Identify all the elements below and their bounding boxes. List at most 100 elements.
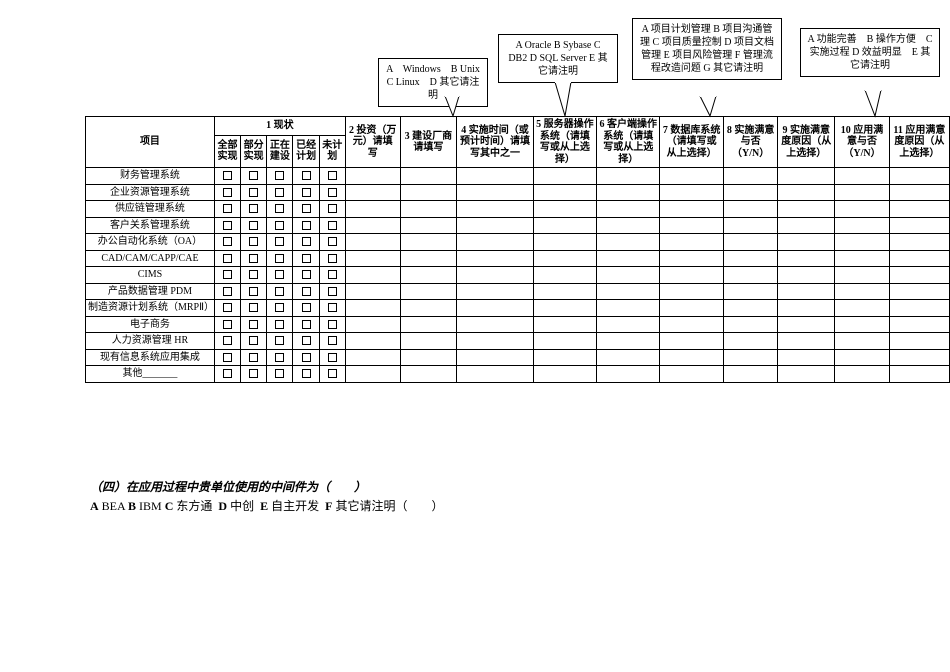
empty-cell[interactable]: [457, 168, 533, 185]
empty-cell[interactable]: [597, 250, 660, 267]
empty-cell[interactable]: [835, 250, 890, 267]
empty-cell[interactable]: [400, 333, 457, 350]
empty-cell[interactable]: [660, 283, 723, 300]
checkbox-cell[interactable]: [267, 300, 293, 317]
empty-cell[interactable]: [457, 283, 533, 300]
checkbox-cell[interactable]: [241, 349, 267, 366]
empty-cell[interactable]: [835, 217, 890, 234]
empty-cell[interactable]: [778, 333, 835, 350]
checkbox-cell[interactable]: [241, 316, 267, 333]
checkbox-cell[interactable]: [293, 201, 319, 218]
empty-cell[interactable]: [597, 267, 660, 284]
empty-cell[interactable]: [345, 267, 400, 284]
empty-cell[interactable]: [345, 217, 400, 234]
empty-cell[interactable]: [597, 201, 660, 218]
empty-cell[interactable]: [597, 283, 660, 300]
checkbox-cell[interactable]: [319, 250, 345, 267]
empty-cell[interactable]: [345, 300, 400, 317]
empty-cell[interactable]: [835, 267, 890, 284]
empty-cell[interactable]: [889, 267, 949, 284]
empty-cell[interactable]: [778, 366, 835, 383]
empty-cell[interactable]: [835, 234, 890, 251]
empty-cell[interactable]: [889, 333, 949, 350]
checkbox-cell[interactable]: [267, 316, 293, 333]
empty-cell[interactable]: [457, 316, 533, 333]
empty-cell[interactable]: [660, 300, 723, 317]
checkbox-cell[interactable]: [214, 366, 240, 383]
empty-cell[interactable]: [457, 201, 533, 218]
empty-cell[interactable]: [597, 333, 660, 350]
empty-cell[interactable]: [660, 234, 723, 251]
empty-cell[interactable]: [400, 283, 457, 300]
checkbox-cell[interactable]: [267, 184, 293, 201]
checkbox-cell[interactable]: [267, 283, 293, 300]
empty-cell[interactable]: [533, 316, 596, 333]
empty-cell[interactable]: [889, 168, 949, 185]
empty-cell[interactable]: [533, 184, 596, 201]
empty-cell[interactable]: [889, 250, 949, 267]
empty-cell[interactable]: [778, 217, 835, 234]
checkbox-cell[interactable]: [241, 366, 267, 383]
checkbox-cell[interactable]: [267, 168, 293, 185]
empty-cell[interactable]: [660, 333, 723, 350]
checkbox-cell[interactable]: [293, 333, 319, 350]
empty-cell[interactable]: [533, 267, 596, 284]
empty-cell[interactable]: [778, 184, 835, 201]
empty-cell[interactable]: [723, 283, 778, 300]
checkbox-cell[interactable]: [293, 300, 319, 317]
checkbox-cell[interactable]: [267, 349, 293, 366]
checkbox-cell[interactable]: [214, 333, 240, 350]
checkbox-cell[interactable]: [214, 267, 240, 284]
checkbox-cell[interactable]: [267, 366, 293, 383]
empty-cell[interactable]: [723, 333, 778, 350]
empty-cell[interactable]: [778, 234, 835, 251]
checkbox-cell[interactable]: [293, 316, 319, 333]
empty-cell[interactable]: [660, 217, 723, 234]
empty-cell[interactable]: [723, 366, 778, 383]
checkbox-cell[interactable]: [267, 234, 293, 251]
empty-cell[interactable]: [778, 316, 835, 333]
empty-cell[interactable]: [345, 366, 400, 383]
empty-cell[interactable]: [723, 250, 778, 267]
checkbox-cell[interactable]: [214, 316, 240, 333]
empty-cell[interactable]: [457, 333, 533, 350]
empty-cell[interactable]: [400, 168, 457, 185]
empty-cell[interactable]: [457, 217, 533, 234]
empty-cell[interactable]: [345, 201, 400, 218]
checkbox-cell[interactable]: [214, 234, 240, 251]
empty-cell[interactable]: [533, 283, 596, 300]
empty-cell[interactable]: [457, 366, 533, 383]
empty-cell[interactable]: [835, 283, 890, 300]
empty-cell[interactable]: [345, 333, 400, 350]
empty-cell[interactable]: [660, 349, 723, 366]
checkbox-cell[interactable]: [293, 349, 319, 366]
checkbox-cell[interactable]: [241, 201, 267, 218]
empty-cell[interactable]: [597, 349, 660, 366]
checkbox-cell[interactable]: [319, 349, 345, 366]
checkbox-cell[interactable]: [319, 283, 345, 300]
empty-cell[interactable]: [457, 250, 533, 267]
checkbox-cell[interactable]: [267, 217, 293, 234]
checkbox-cell[interactable]: [319, 316, 345, 333]
checkbox-cell[interactable]: [214, 217, 240, 234]
empty-cell[interactable]: [778, 349, 835, 366]
checkbox-cell[interactable]: [319, 184, 345, 201]
checkbox-cell[interactable]: [267, 201, 293, 218]
empty-cell[interactable]: [660, 366, 723, 383]
empty-cell[interactable]: [345, 283, 400, 300]
checkbox-cell[interactable]: [214, 201, 240, 218]
empty-cell[interactable]: [400, 217, 457, 234]
empty-cell[interactable]: [778, 283, 835, 300]
checkbox-cell[interactable]: [241, 184, 267, 201]
checkbox-cell[interactable]: [293, 168, 319, 185]
empty-cell[interactable]: [835, 168, 890, 185]
checkbox-cell[interactable]: [293, 250, 319, 267]
empty-cell[interactable]: [889, 234, 949, 251]
empty-cell[interactable]: [597, 168, 660, 185]
checkbox-cell[interactable]: [319, 267, 345, 284]
empty-cell[interactable]: [778, 267, 835, 284]
empty-cell[interactable]: [400, 300, 457, 317]
empty-cell[interactable]: [533, 217, 596, 234]
empty-cell[interactable]: [660, 168, 723, 185]
empty-cell[interactable]: [597, 234, 660, 251]
